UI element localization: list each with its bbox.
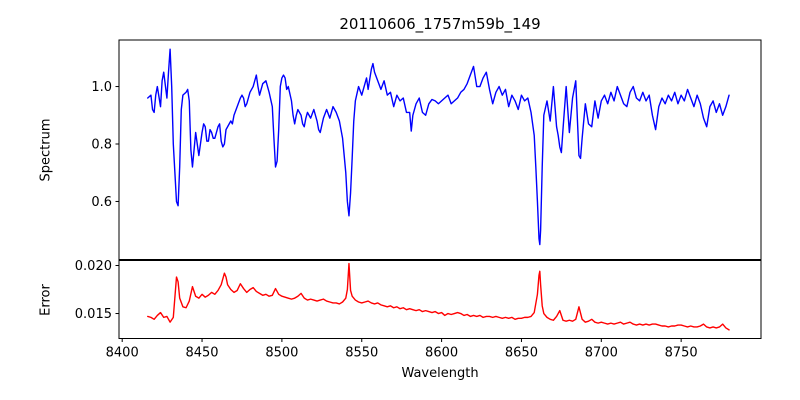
x-tick-label: 8750 (665, 346, 698, 361)
x-tick-label: 8600 (425, 346, 458, 361)
spectrum-panel-frame (118, 39, 762, 260)
error-y-tick-label: 0.015 (75, 307, 112, 322)
x-tick-label: 8550 (345, 346, 378, 361)
spectrum-series-line (147, 48, 730, 246)
x-tick-label: 8450 (185, 346, 218, 361)
x-axis-label: Wavelength (401, 366, 479, 381)
chart-title: 20110606_1757m59b_149 (339, 15, 541, 33)
error-series-line (147, 262, 730, 331)
x-tick-label: 8650 (505, 346, 538, 361)
x-tick-label: 8500 (265, 346, 298, 361)
x-tick-label: 8400 (106, 346, 139, 361)
error-panel-frame (118, 260, 762, 339)
x-tick-label: 8700 (585, 346, 618, 361)
spectrum-y-tick-label: 0.8 (91, 138, 112, 153)
spectrum-y-tick-label: 1.0 (91, 80, 112, 95)
spectrum-y-tick-label: 0.6 (91, 195, 112, 210)
error-y-tick-label: 0.020 (75, 259, 112, 274)
